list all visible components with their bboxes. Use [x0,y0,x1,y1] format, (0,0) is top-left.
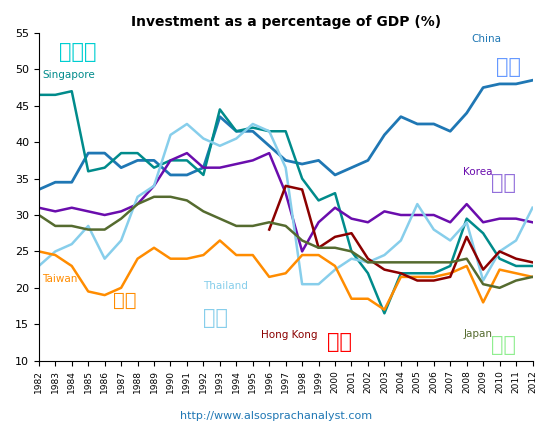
Title: Investment as a percentage of GDP (%): Investment as a percentage of GDP (%) [131,15,440,29]
Text: 泰國: 泰國 [203,308,229,328]
Text: 新加坡: 新加坡 [59,42,96,62]
Text: Hong Kong: Hong Kong [261,330,317,340]
Text: 日本: 日本 [491,335,516,355]
Text: Taiwan: Taiwan [42,274,77,284]
Text: Japan: Japan [463,329,492,339]
Text: 台灣: 台灣 [113,290,136,310]
Text: 中國: 中國 [496,57,521,77]
Text: 南韓: 南韓 [491,173,516,193]
Text: 香港: 香港 [327,332,352,352]
Text: China: China [471,34,502,44]
Text: Korea: Korea [463,167,493,177]
Text: Singapore: Singapore [42,70,95,80]
Text: Thailand: Thailand [203,282,248,291]
Text: http://www.alsosprachanalyst.com: http://www.alsosprachanalyst.com [180,411,372,421]
